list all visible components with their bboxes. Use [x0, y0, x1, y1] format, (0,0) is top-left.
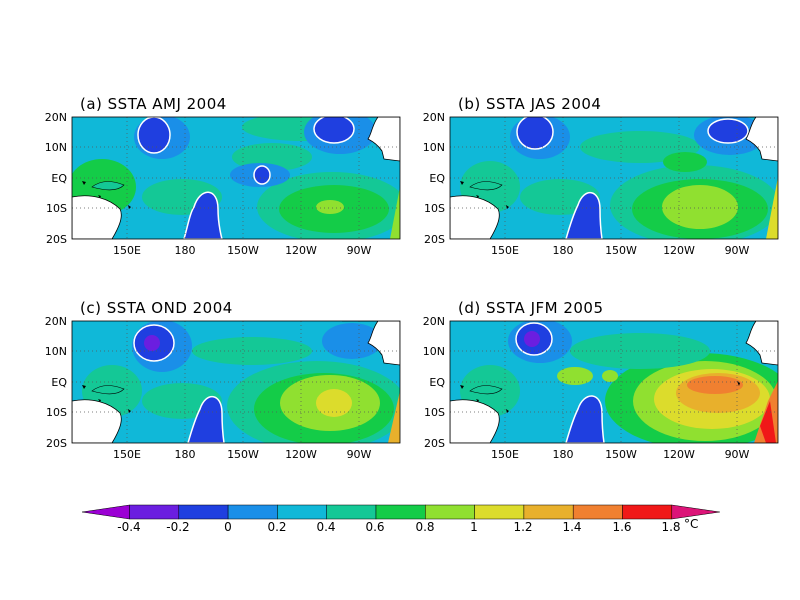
colorbar-label: 0.6 — [365, 520, 384, 534]
colorbar-label: 1.6 — [612, 520, 631, 534]
colorbar-swatch — [622, 504, 673, 520]
lat-label: 20S — [46, 437, 67, 450]
lon-axis: 150E 180 150W 120W 90W — [491, 244, 750, 257]
panel-title: (a) SSTA AMJ 2004 — [80, 95, 227, 113]
lon-label: 150E — [491, 244, 519, 257]
lat-label: 10S — [424, 406, 445, 419]
lon-label: 180 — [553, 448, 574, 461]
lon-label: 120W — [663, 448, 695, 461]
colorbar: -0.4 -0.2 0 0.2 0.4 0.6 0.8 1 1.2 1.4 1.… — [81, 504, 720, 534]
lon-label: 180 — [175, 448, 196, 461]
colorbar-label: -0.4 — [117, 520, 140, 534]
lat-label: 20N — [45, 315, 67, 328]
lon-label: 90W — [725, 244, 750, 257]
lat-label: 20N — [423, 315, 445, 328]
colorbar-swatch — [474, 504, 525, 520]
lat-label: 20N — [45, 111, 67, 124]
lon-label: 90W — [347, 448, 372, 461]
colorbar-label: 1.2 — [513, 520, 532, 534]
lat-label: 10N — [45, 345, 67, 358]
lon-label: 150W — [227, 448, 259, 461]
colorbar-label: 1.8 — [661, 520, 680, 534]
colorbar-label: 1 — [470, 520, 478, 534]
lon-label: 120W — [285, 448, 317, 461]
panel-title: (d) SSTA JFM 2005 — [458, 299, 604, 317]
lat-axis: 20N 10N EQ 10S 20S — [423, 111, 446, 246]
lon-label: 150W — [605, 448, 637, 461]
colorbar-swatch — [523, 504, 574, 520]
lon-label: 120W — [663, 244, 695, 257]
lat-label: 20S — [424, 233, 445, 246]
colorbar-unit: °C — [684, 517, 698, 531]
lat-axis: 20N 10N EQ 10S 20S — [423, 315, 446, 450]
lon-label: 150W — [227, 244, 259, 257]
lat-label: 10S — [46, 202, 67, 215]
lat-label: 10S — [46, 406, 67, 419]
lon-label: 150E — [491, 448, 519, 461]
colorbar-swatches — [81, 504, 720, 520]
panel-b: (b) SSTA JAS 2004 — [423, 95, 779, 257]
lat-label: 10N — [45, 141, 67, 154]
lat-label: 20S — [424, 437, 445, 450]
lat-label: EQ — [429, 172, 445, 185]
colorbar-arrow-low — [81, 504, 130, 520]
colorbar-swatch — [572, 504, 623, 520]
lat-axis: 20N 10N EQ 10S 20S — [45, 315, 68, 450]
panel-a: (a) SSTA AMJ 2004 — [45, 95, 401, 257]
lat-label: EQ — [51, 172, 67, 185]
colorbar-swatch — [326, 504, 377, 520]
panel-c: (c) SSTA OND 2004 — [45, 299, 401, 461]
lon-axis: 150E 180 150W 120W 90W — [113, 244, 372, 257]
lat-label: EQ — [51, 376, 67, 389]
lon-axis: 150E 180 150W 120W 90W — [113, 448, 372, 461]
lon-label: 180 — [175, 244, 196, 257]
lon-label: 150W — [605, 244, 637, 257]
colorbar-label: -0.2 — [166, 520, 189, 534]
colorbar-swatch — [375, 504, 426, 520]
lon-label: 150E — [113, 244, 141, 257]
lat-label: EQ — [429, 376, 445, 389]
lat-label: 20N — [423, 111, 445, 124]
panel-d: (d) SSTA JFM 2005 — [423, 299, 779, 461]
lon-label: 90W — [347, 244, 372, 257]
colorbar-swatch — [178, 504, 229, 520]
colorbar-swatch — [129, 504, 180, 520]
colorbar-label: 0.2 — [267, 520, 286, 534]
colorbar-swatch — [227, 504, 278, 520]
colorbar-label: 0.4 — [316, 520, 335, 534]
panel-title: (c) SSTA OND 2004 — [80, 299, 233, 317]
lat-label: 10S — [424, 202, 445, 215]
lat-label: 20S — [46, 233, 67, 246]
colorbar-arrow-high — [671, 504, 720, 520]
panel-title: (b) SSTA JAS 2004 — [458, 95, 601, 113]
lon-label: 150E — [113, 448, 141, 461]
colorbar-swatch — [277, 504, 327, 520]
colorbar-labels: -0.4 -0.2 0 0.2 0.4 0.6 0.8 1 1.2 1.4 1.… — [117, 517, 698, 534]
colorbar-swatch — [425, 504, 475, 520]
colorbar-label: 1.4 — [562, 520, 581, 534]
lat-label: 10N — [423, 141, 445, 154]
lon-label: 90W — [725, 448, 750, 461]
lon-label: 180 — [553, 244, 574, 257]
lon-axis: 150E 180 150W 120W 90W — [491, 448, 750, 461]
colorbar-label: 0 — [224, 520, 232, 534]
lon-label: 120W — [285, 244, 317, 257]
lat-label: 10N — [423, 345, 445, 358]
colorbar-label: 0.8 — [415, 520, 434, 534]
lat-axis: 20N 10N EQ 10S 20S — [45, 111, 68, 246]
